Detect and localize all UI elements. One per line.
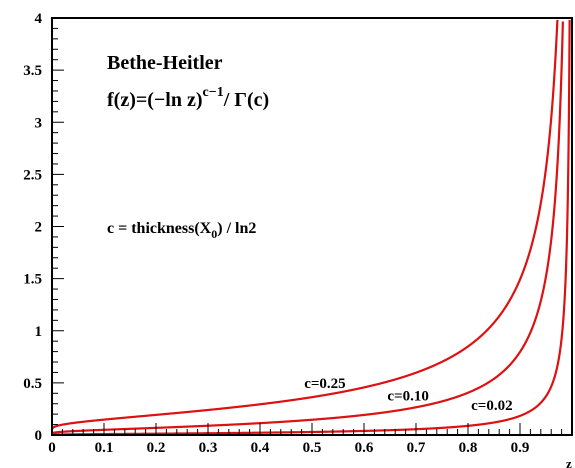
formula-exponent: c−1 [203,85,224,100]
x-axis-label: z [566,456,572,468]
y-tick-label: 3.5 [23,63,42,79]
y-tick-label: 0.5 [23,376,42,392]
y-tick-label: 2 [35,220,43,236]
y-tick-label: 1.5 [23,272,42,288]
y-tick-label: 4 [35,11,43,27]
curve-label: c=0.02 [471,398,512,414]
formula-denominator: / Γ(c) [223,89,269,111]
y-tick-label: 2.5 [23,167,42,183]
thickness-annotation: c = thickness(X0) / ln2 [107,220,256,241]
x-tick-label: 0.8 [459,440,478,456]
x-tick-label: 0 [48,440,56,456]
x-tick-label: 0.7 [407,440,426,456]
curve-labels-layer: c=0.25 c=0.10 c=0.02 [304,376,512,414]
curve-label: c=0.10 [387,389,428,405]
x-tick-label: 0.9 [511,440,530,456]
formula: f(z)=(−ln z)c−1/ Γ(c) [107,85,269,111]
x-tick-label: 0.6 [355,440,374,456]
x-tick-label: 0.2 [147,440,166,456]
x-tick-label: 0.3 [199,440,218,456]
curve-c-0_25 [51,19,559,430]
curve-c-0_02 [51,19,571,436]
y-tick-label: 0 [35,428,43,444]
curve-c-0_10 [51,21,564,435]
x-tick-label: 0.5 [303,440,322,456]
x-tick-label: 0.4 [251,440,270,456]
y-tick-label: 3 [35,115,43,131]
curves-layer [51,19,571,436]
annotation-subscript: 0 [211,227,217,241]
formula-main: f(z)=(−ln z) [107,89,203,111]
y-tick-label: 1 [35,324,43,340]
axes-layer: 0 0.1 0.2 0.3 0.4 0.5 0.6 0.7 0.8 0.9 0 0.5 1 1.5 2 2.5… [23,11,573,456]
curve-label: c=0.25 [304,376,345,392]
chart-title: Bethe-Heitler [107,52,223,74]
x-tick-label: 0.1 [95,440,114,456]
